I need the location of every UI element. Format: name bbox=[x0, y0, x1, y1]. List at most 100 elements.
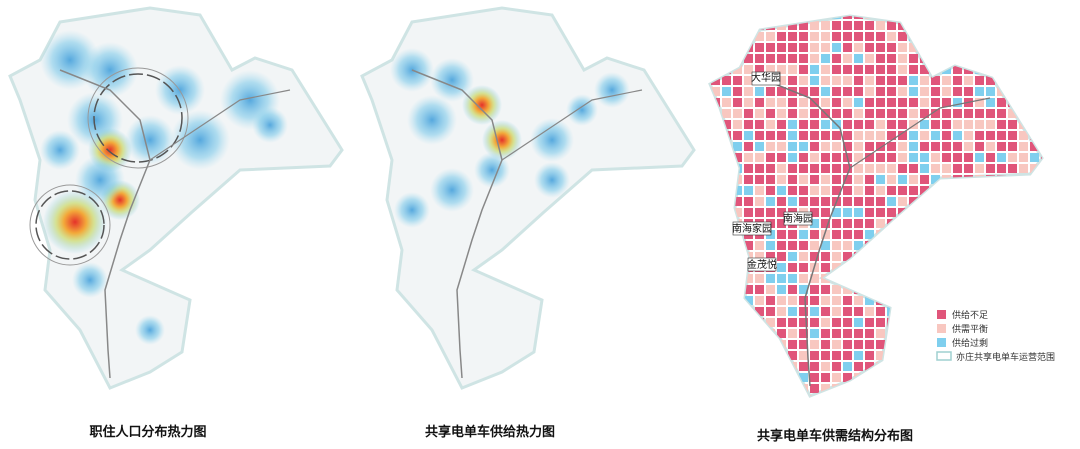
grid-cell bbox=[876, 252, 885, 261]
grid-cell bbox=[876, 373, 885, 382]
grid-cell bbox=[722, 329, 731, 338]
grid-cell bbox=[997, 373, 1006, 382]
grid-cell bbox=[887, 285, 896, 294]
grid-cell bbox=[722, 285, 731, 294]
grid-cell bbox=[1030, 87, 1039, 96]
grid-cell bbox=[920, 76, 929, 85]
grid-cell bbox=[788, 285, 797, 294]
grid-cell bbox=[1019, 98, 1028, 107]
grid-cell bbox=[711, 142, 720, 151]
grid-cell bbox=[964, 219, 973, 228]
grid-cell bbox=[810, 307, 819, 316]
grid-cell bbox=[733, 329, 742, 338]
map-panel bbox=[8, 6, 344, 390]
grid-cell bbox=[1041, 219, 1042, 228]
grid-cell bbox=[799, 263, 808, 272]
heat-spot bbox=[125, 115, 175, 165]
grid-cell bbox=[821, 263, 830, 272]
grid-cell bbox=[755, 32, 764, 41]
grid-cell bbox=[997, 395, 1006, 396]
grid-cell bbox=[931, 241, 940, 250]
grid-cell bbox=[898, 351, 907, 360]
grid-cell bbox=[744, 32, 753, 41]
heat-spot bbox=[482, 120, 522, 160]
grid-cell bbox=[733, 318, 742, 327]
grid-cell bbox=[931, 285, 940, 294]
grid-cell bbox=[722, 373, 731, 382]
grid-cell bbox=[942, 109, 951, 118]
grid-cell bbox=[1019, 307, 1028, 316]
grid-cell bbox=[1019, 197, 1028, 206]
grid-cell bbox=[1008, 65, 1017, 74]
grid-cell bbox=[865, 54, 874, 63]
grid-cell bbox=[964, 43, 973, 52]
grid-cell bbox=[909, 395, 918, 396]
grid-cell bbox=[953, 65, 962, 74]
grid-cell bbox=[733, 241, 742, 250]
grid-cell bbox=[799, 98, 808, 107]
grid-cell bbox=[854, 274, 863, 283]
grid-cell bbox=[898, 76, 907, 85]
grid-cell bbox=[931, 131, 940, 140]
grid-cell bbox=[942, 175, 951, 184]
grid-cell bbox=[777, 395, 786, 396]
grid-cell bbox=[755, 131, 764, 140]
grid-cell bbox=[700, 307, 709, 316]
grid-cell bbox=[986, 54, 995, 63]
grid-cell bbox=[964, 186, 973, 195]
grid-cell bbox=[1030, 32, 1039, 41]
heat-spot bbox=[135, 315, 165, 345]
grid-cell bbox=[1030, 296, 1039, 305]
grid-cell bbox=[975, 109, 984, 118]
grid-cell bbox=[810, 285, 819, 294]
grid-cell bbox=[711, 197, 720, 206]
grid-cell bbox=[777, 164, 786, 173]
grid-cell bbox=[975, 362, 984, 371]
grid-cell bbox=[766, 362, 775, 371]
grid-cell bbox=[711, 252, 720, 261]
grid-cell bbox=[799, 340, 808, 349]
grid-cell bbox=[942, 208, 951, 217]
grid-cell bbox=[722, 142, 731, 151]
grid-cell bbox=[909, 373, 918, 382]
grid-cell bbox=[909, 186, 918, 195]
grid-cell bbox=[733, 87, 742, 96]
grid-cell bbox=[920, 120, 929, 129]
grid-cell bbox=[722, 76, 731, 85]
caption: 职住人口分布热力图 bbox=[89, 424, 206, 440]
grid-cell bbox=[755, 329, 764, 338]
grid-cell bbox=[777, 43, 786, 52]
grid-cell bbox=[744, 197, 753, 206]
grid-cell bbox=[898, 87, 907, 96]
grid-cell bbox=[953, 395, 962, 396]
grid-cell bbox=[975, 32, 984, 41]
grid-cell bbox=[766, 307, 775, 316]
grid-cell bbox=[821, 76, 830, 85]
grid-cell bbox=[788, 351, 797, 360]
grid-cell bbox=[1030, 307, 1039, 316]
grid-cell bbox=[876, 340, 885, 349]
grid-cell bbox=[722, 164, 731, 173]
grid-cell bbox=[1008, 395, 1017, 396]
grid-cell bbox=[744, 362, 753, 371]
grid-cell bbox=[975, 186, 984, 195]
grid-cell bbox=[865, 142, 874, 151]
grid-cell bbox=[920, 296, 929, 305]
grid-cell bbox=[1030, 16, 1039, 19]
grid-cell bbox=[733, 197, 742, 206]
grid-cell bbox=[975, 285, 984, 294]
grid-cell bbox=[1019, 395, 1028, 396]
grid-cell bbox=[986, 186, 995, 195]
grid-cell bbox=[722, 395, 731, 396]
grid-cell bbox=[722, 54, 731, 63]
grid-cell bbox=[799, 164, 808, 173]
grid-cell bbox=[920, 175, 929, 184]
grid-cell bbox=[964, 395, 973, 396]
grid-cell bbox=[865, 296, 874, 305]
grid-cell bbox=[832, 32, 841, 41]
grid-cell bbox=[832, 329, 841, 338]
grid-cell bbox=[920, 65, 929, 74]
grid-cell bbox=[876, 32, 885, 41]
grid-cell bbox=[777, 76, 786, 85]
grid-cell bbox=[865, 395, 874, 396]
